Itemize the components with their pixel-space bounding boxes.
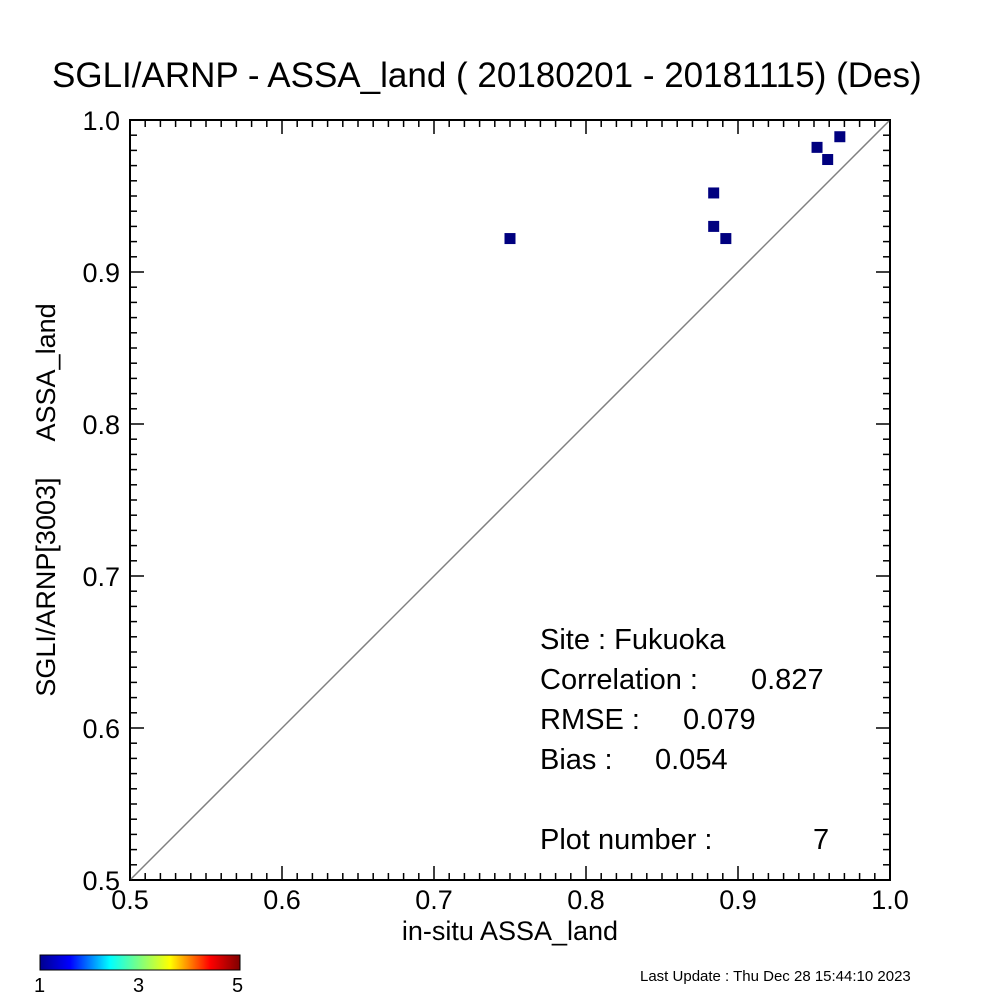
y-axis-label: SGLI/ARNP[3003] ASSA_land [31, 303, 61, 696]
colorbar-min-label: 1 [34, 975, 46, 997]
data-point [834, 131, 846, 143]
data-point [720, 233, 732, 245]
stat-rmse-label: RMSE : [540, 704, 640, 736]
stat-plot-number-value: 7 [813, 824, 830, 856]
colorbar-mid-label: 3 [133, 975, 145, 997]
data-point [822, 154, 834, 166]
y-tick-label: 0.5 [82, 866, 120, 896]
x-tick-label: 0.9 [719, 885, 757, 915]
colorbar [39, 954, 241, 971]
x-axis-label: in-situ ASSA_land [402, 916, 618, 946]
one-to-one-line [129, 119, 891, 881]
stat-bias-value: 0.054 [655, 744, 728, 776]
stat-correlation-value: 0.827 [751, 664, 824, 696]
x-tick-label: 1.0 [871, 885, 909, 915]
x-tick-label: 0.7 [415, 885, 453, 915]
y-tick-label: 0.7 [82, 562, 120, 592]
chart-title-text: SGLI/ARNP - ASSA_land ( 20180201 - 20181… [52, 56, 922, 95]
x-tick-label: 0.6 [263, 885, 301, 915]
y-tick-label: 0.8 [82, 410, 120, 440]
x-tick-label: 0.8 [567, 885, 605, 915]
stat-site: Site : Fukuoka [540, 624, 726, 656]
data-point [504, 233, 516, 245]
data-point [708, 220, 720, 232]
y-tick-label: 0.9 [82, 258, 120, 288]
stat-correlation-label: Correlation : [540, 664, 698, 696]
stat-plot-number-label: Plot number : [540, 824, 713, 856]
y-tick-label: 1.0 [82, 106, 120, 136]
x-tick-label: 0.5 [111, 885, 149, 915]
data-point [708, 187, 720, 199]
stat-bias-label: Bias : [540, 744, 613, 776]
last-update-footer: Last Update : Thu Dec 28 15:44:10 2023 [640, 968, 911, 985]
data-point [811, 141, 823, 153]
stat-rmse-value: 0.079 [683, 704, 756, 736]
colorbar-max-label: 5 [232, 975, 244, 997]
y-tick-label: 0.6 [82, 714, 120, 744]
